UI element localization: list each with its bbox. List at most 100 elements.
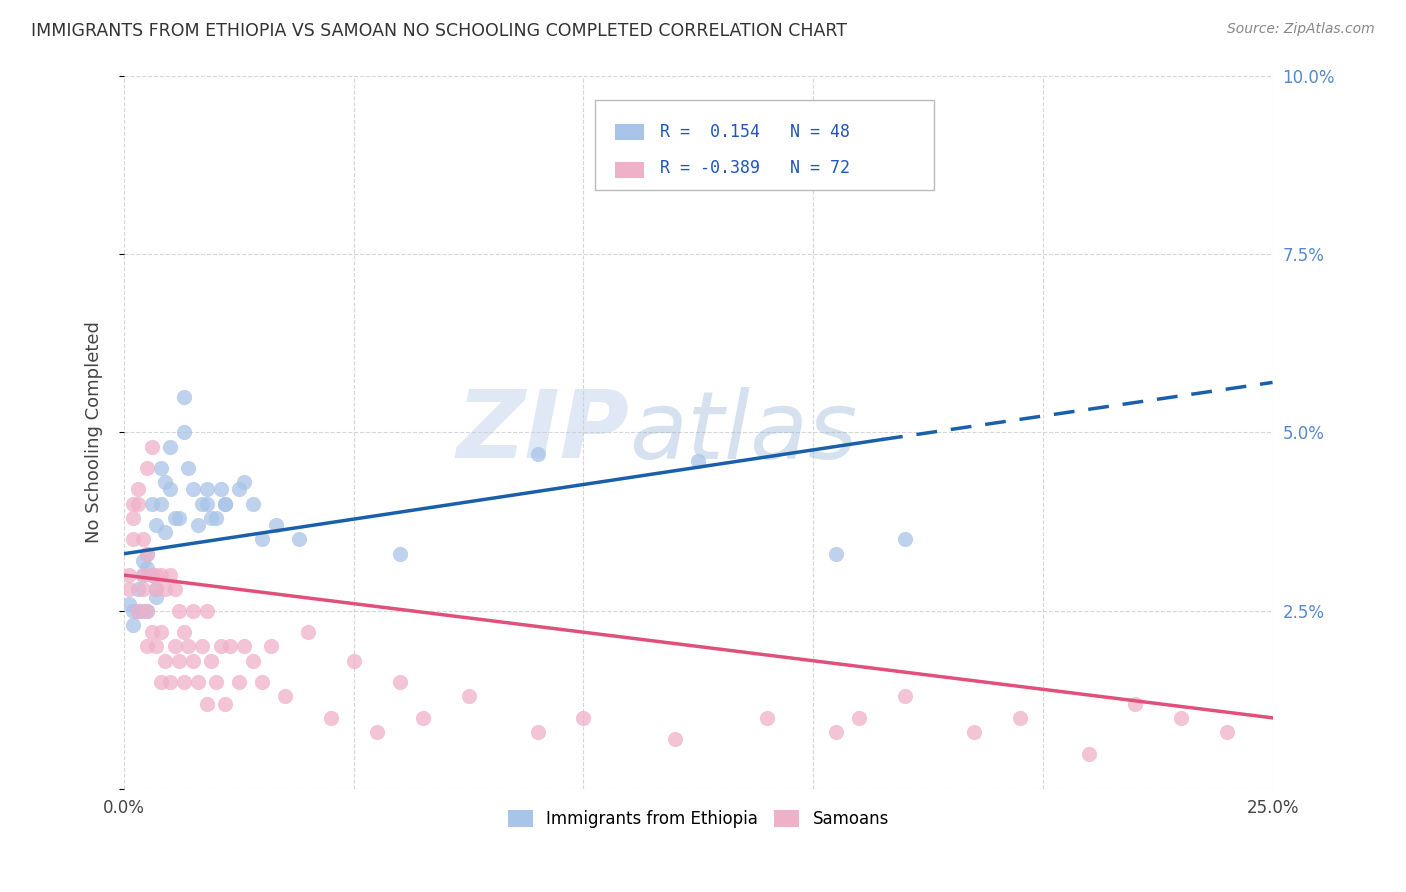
Point <box>155 582 177 597</box>
Point <box>136 604 159 618</box>
Point <box>412 711 434 725</box>
Point <box>141 625 163 640</box>
Point <box>191 640 214 654</box>
Text: R =  0.154   N = 48: R = 0.154 N = 48 <box>661 122 851 141</box>
Y-axis label: No Schooling Completed: No Schooling Completed <box>86 321 103 543</box>
Point <box>141 568 163 582</box>
Point <box>1077 747 1099 761</box>
Point <box>457 690 479 704</box>
Point <box>141 497 163 511</box>
Point <box>173 425 195 440</box>
Point <box>250 675 273 690</box>
Point <box>163 511 186 525</box>
Point <box>131 582 153 597</box>
Point <box>122 533 145 547</box>
Point <box>232 640 254 654</box>
Point <box>232 475 254 490</box>
Point <box>264 518 287 533</box>
Point <box>343 654 366 668</box>
FancyBboxPatch shape <box>614 162 644 178</box>
Point <box>167 604 190 618</box>
Point <box>181 483 204 497</box>
Point <box>149 497 172 511</box>
Point <box>136 547 159 561</box>
Point <box>131 533 153 547</box>
Point <box>195 497 218 511</box>
Point <box>159 483 181 497</box>
Point <box>187 675 209 690</box>
Point <box>297 625 319 640</box>
Point <box>149 675 172 690</box>
Point <box>149 568 172 582</box>
Point <box>145 582 167 597</box>
Point <box>572 711 595 725</box>
Point <box>287 533 309 547</box>
Point <box>145 640 167 654</box>
Point <box>127 582 149 597</box>
Point <box>118 582 141 597</box>
Point <box>145 590 167 604</box>
Point <box>200 654 222 668</box>
Point <box>187 518 209 533</box>
Point <box>159 440 181 454</box>
Point <box>894 533 917 547</box>
Point <box>173 675 195 690</box>
Point <box>218 640 240 654</box>
Point <box>127 497 149 511</box>
Point <box>127 604 149 618</box>
Point <box>205 675 228 690</box>
Point <box>191 497 214 511</box>
Point <box>688 454 710 468</box>
Point <box>242 497 264 511</box>
Point <box>127 483 149 497</box>
Point <box>388 547 411 561</box>
Point <box>122 511 145 525</box>
Point <box>127 604 149 618</box>
Point <box>145 568 167 582</box>
Point <box>122 497 145 511</box>
Text: ZIP: ZIP <box>457 386 630 478</box>
Point <box>159 568 181 582</box>
Point <box>526 447 548 461</box>
Point <box>242 654 264 668</box>
Point <box>195 604 218 618</box>
Point <box>122 618 145 632</box>
Point <box>131 568 153 582</box>
Point <box>274 690 297 704</box>
Point <box>848 711 870 725</box>
Point <box>366 725 388 739</box>
Point <box>136 547 159 561</box>
Point <box>118 568 141 582</box>
Text: Source: ZipAtlas.com: Source: ZipAtlas.com <box>1227 22 1375 37</box>
Point <box>173 390 195 404</box>
Point <box>163 640 186 654</box>
Point <box>122 604 145 618</box>
Point <box>214 497 236 511</box>
Point <box>167 511 190 525</box>
Point <box>118 597 141 611</box>
Point <box>167 654 190 668</box>
Point <box>136 604 159 618</box>
Point <box>141 440 163 454</box>
Point <box>141 568 163 582</box>
Point <box>181 654 204 668</box>
Point <box>388 675 411 690</box>
Point <box>205 511 228 525</box>
Point <box>963 725 986 739</box>
Point <box>200 511 222 525</box>
Text: R = -0.389   N = 72: R = -0.389 N = 72 <box>661 159 851 178</box>
Point <box>131 568 153 582</box>
Point <box>155 525 177 540</box>
Point <box>136 640 159 654</box>
Text: atlas: atlas <box>630 387 858 478</box>
Point <box>825 547 848 561</box>
FancyBboxPatch shape <box>595 101 934 190</box>
Point <box>136 461 159 475</box>
Point <box>228 675 250 690</box>
Point <box>228 483 250 497</box>
Point <box>664 732 686 747</box>
Point <box>177 461 200 475</box>
Point <box>260 640 283 654</box>
Point <box>1215 725 1237 739</box>
Point <box>145 518 167 533</box>
